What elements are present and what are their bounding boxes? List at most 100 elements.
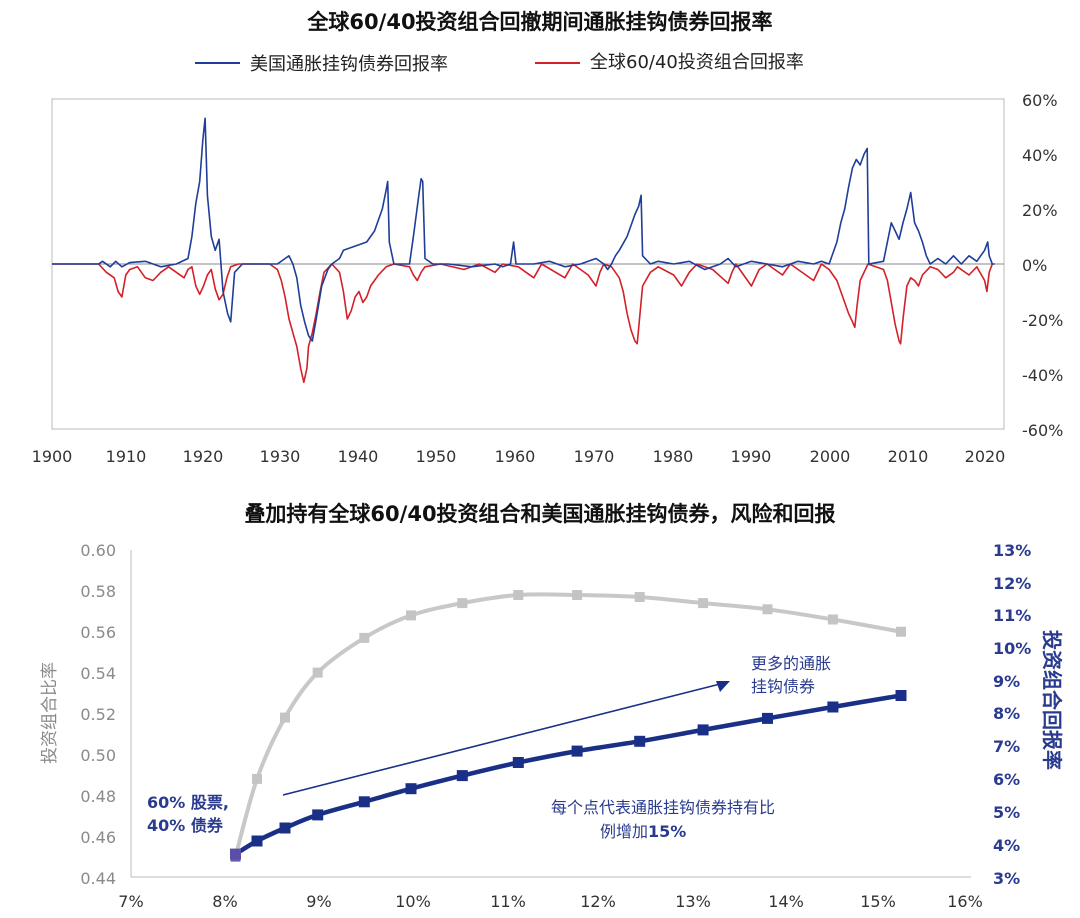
bottom-right-y-tick-label: 13% [993, 541, 1031, 560]
bottom-right-y-axis-label: 投资组合回报率 [1040, 630, 1064, 770]
bottom-right-y-tick-label: 7% [993, 737, 1020, 756]
top-x-axis: 1900 1910 1920 1930 1940 1950 1960 1970 … [32, 447, 1006, 466]
portfolio-ratio-marker [572, 590, 583, 600]
bottom-left-y-tick-label: 0.56 [80, 623, 116, 642]
portfolio-ratio-marker [457, 598, 468, 609]
bottom-left-y-tick-label: 0.54 [80, 664, 116, 683]
top-x-tick-label: 1980 [653, 447, 694, 466]
global-6040-return-line [52, 263, 994, 384]
portfolio-ratio-marker [896, 626, 906, 637]
portfolio-return-marker [405, 783, 417, 795]
portfolio-return-line [234, 693, 902, 857]
portfolio-return-marker [512, 757, 524, 768]
portfolio-ratio-marker [762, 604, 773, 615]
top-x-tick-label: 1970 [574, 447, 615, 466]
bottom-x-axis: 7% 8% 9% 10% 11% 12% 13% 14% 15% 16% [118, 892, 982, 911]
bottom-left-y-axis: 0.60 0.58 0.56 0.54 0.52 0.50 0.48 0.46 … [80, 541, 116, 888]
bottom-right-y-tick-label: 6% [993, 770, 1020, 789]
portfolio-ratio-marker [513, 590, 524, 600]
portfolio-return-marker [456, 770, 468, 782]
top-x-tick-label: 1910 [106, 447, 147, 466]
bottom-x-tick-label: 16% [947, 892, 983, 911]
portfolio-return-marker [358, 796, 370, 808]
portfolio-ratio-marker [359, 632, 370, 643]
bottom-left-y-tick-label: 0.52 [80, 705, 116, 724]
bottom-x-tick-label: 14% [768, 892, 804, 911]
bottom-right-y-tick-label: 8% [993, 704, 1020, 723]
top-y-tick-label: 40% [1022, 146, 1058, 165]
bottom-left-y-tick-label: 0.44 [80, 869, 116, 888]
bottom-right-y-tick-label: 12% [993, 574, 1031, 593]
arrow-annotation-line1: 更多的通胀 [751, 654, 831, 673]
portfolio-return-marker [634, 735, 646, 747]
portfolio-ratio-marker [252, 773, 262, 784]
bottom-right-y-tick-label: 10% [993, 639, 1031, 658]
bottom-left-y-tick-label: 0.60 [80, 541, 116, 560]
top-x-tick-label: 1930 [260, 447, 301, 466]
top-x-tick-label: 1920 [183, 447, 224, 466]
top-y-tick-label: 20% [1022, 201, 1058, 220]
top-y-tick-label: 0% [1022, 256, 1047, 275]
portfolio-return-marker [312, 809, 324, 821]
us-tips-return-line [52, 117, 995, 342]
portfolio-return-marker [571, 745, 583, 757]
portfolio-ratio-marker [698, 598, 709, 609]
bottom-right-y-tick-label: 9% [993, 672, 1020, 691]
legend-label-us-tips: 美国通胀挂钩债券回报率 [250, 54, 448, 75]
bottom-x-tick-label: 12% [580, 892, 616, 911]
portfolio-return-marker [697, 724, 709, 736]
top-x-tick-label: 1900 [32, 447, 73, 466]
portfolio-ratio-marker [280, 712, 290, 723]
arrow-annotation-line2: 挂钩债券 [751, 677, 815, 696]
portfolio-ratio-marker [406, 610, 416, 621]
top-x-tick-label: 2000 [810, 447, 851, 466]
portfolio-return-marker [762, 712, 773, 724]
bottom-left-y-tick-label: 0.48 [80, 787, 116, 806]
top-y-axis: 60% 40% 20% 0% -20% -40% -60% [1022, 91, 1063, 440]
portfolio-ratio-line [233, 592, 902, 858]
bottom-right-y-tick-label: 5% [993, 803, 1020, 822]
portfolio-return-marker [895, 690, 907, 701]
bottom-x-tick-label: 7% [118, 892, 143, 911]
top-chart-title: 全球60/40投资组合回撤期间通胀挂钩债券回报率 [306, 10, 772, 34]
portfolio-return-marker [279, 822, 291, 834]
bottom-chart-title: 叠加持有全球60/40投资组合和美国通胀挂钩债券，风险和回报 [244, 502, 835, 526]
trend-arrow-shaft [282, 682, 725, 796]
top-x-tick-label: 1960 [495, 447, 536, 466]
bottom-x-tick-label: 11% [490, 892, 526, 911]
top-chart-legend: 美国通胀挂钩债券回报率 全球60/40投资组合回报率 [195, 52, 804, 75]
top-x-tick-label: 1950 [416, 447, 457, 466]
bottom-x-tick-label: 13% [675, 892, 711, 911]
bottom-left-y-axis-label: 投资组合比率 [40, 662, 60, 764]
bottom-right-y-tick-label: 3% [993, 869, 1020, 888]
bottom-series-group [230, 590, 907, 862]
portfolio-ratio-marker [827, 614, 838, 625]
bottom-left-y-tick-label: 0.58 [80, 582, 116, 601]
bottom-x-tick-label: 8% [212, 892, 237, 911]
bottom-left-y-tick-label: 0.46 [80, 828, 116, 847]
bottom-x-tick-label: 9% [306, 892, 331, 911]
top-y-tick-label: -20% [1022, 311, 1063, 330]
top-y-tick-label: 60% [1022, 91, 1058, 110]
trend-arrow [282, 681, 730, 796]
legend-label-global-6040: 全球60/40投资组合回报率 [590, 52, 804, 73]
arrow-annotation: 更多的通胀 挂钩债券 [751, 654, 831, 696]
portfolio-return-marker [251, 835, 263, 847]
bottom-x-tick-label: 10% [395, 892, 431, 911]
trend-arrow-head [716, 681, 730, 692]
top-series-group [52, 117, 995, 384]
top-y-tick-label: -40% [1022, 366, 1063, 385]
portfolio-ratio-marker [634, 592, 645, 602]
top-x-tick-label: 1990 [731, 447, 772, 466]
bottom-right-y-tick-label: 11% [993, 606, 1031, 625]
bottom-right-y-axis: 13% 12% 11% 10% 9% 8% 7% 6% 5% 4% 3% [993, 541, 1031, 888]
start-annotation-line1: 60% 股票, [147, 793, 229, 812]
note-annotation-line2: 例增加15% [600, 822, 686, 841]
bottom-left-y-tick-label: 0.50 [80, 746, 116, 765]
top-y-tick-label: -60% [1022, 421, 1063, 440]
top-x-tick-label: 1940 [338, 447, 379, 466]
note-annotation-line2-bold: 15% [648, 822, 686, 841]
note-annotation-line2-prefix: 例增加 [600, 822, 648, 841]
bottom-x-tick-label: 15% [860, 892, 896, 911]
